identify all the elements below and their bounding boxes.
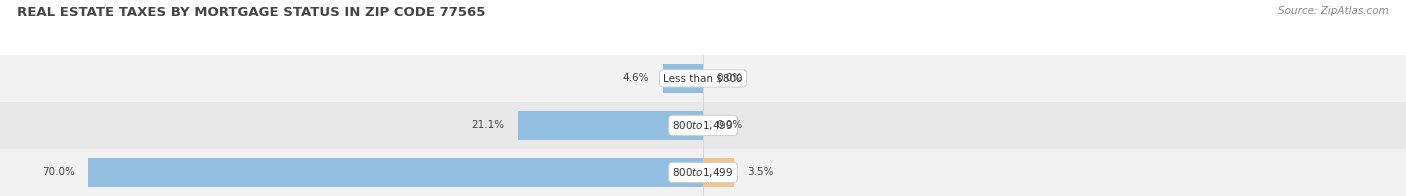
Text: $800 to $1,499: $800 to $1,499 [672,166,734,179]
Bar [87,158,703,187]
Text: 21.1%: 21.1% [471,120,505,131]
Text: REAL ESTATE TAXES BY MORTGAGE STATUS IN ZIP CODE 77565: REAL ESTATE TAXES BY MORTGAGE STATUS IN … [17,6,485,19]
Bar [662,64,703,93]
Bar [0,55,1406,102]
Text: 3.5%: 3.5% [747,167,773,178]
Bar [517,111,703,140]
Text: 4.6%: 4.6% [623,73,650,83]
Text: 0.0%: 0.0% [716,120,742,131]
Text: 0.0%: 0.0% [716,73,742,83]
Bar [703,158,734,187]
Bar [0,149,1406,196]
Text: 70.0%: 70.0% [42,167,75,178]
Text: Less than $800: Less than $800 [664,73,742,83]
Bar [0,102,1406,149]
Text: Source: ZipAtlas.com: Source: ZipAtlas.com [1278,6,1389,16]
Text: $800 to $1,499: $800 to $1,499 [672,119,734,132]
